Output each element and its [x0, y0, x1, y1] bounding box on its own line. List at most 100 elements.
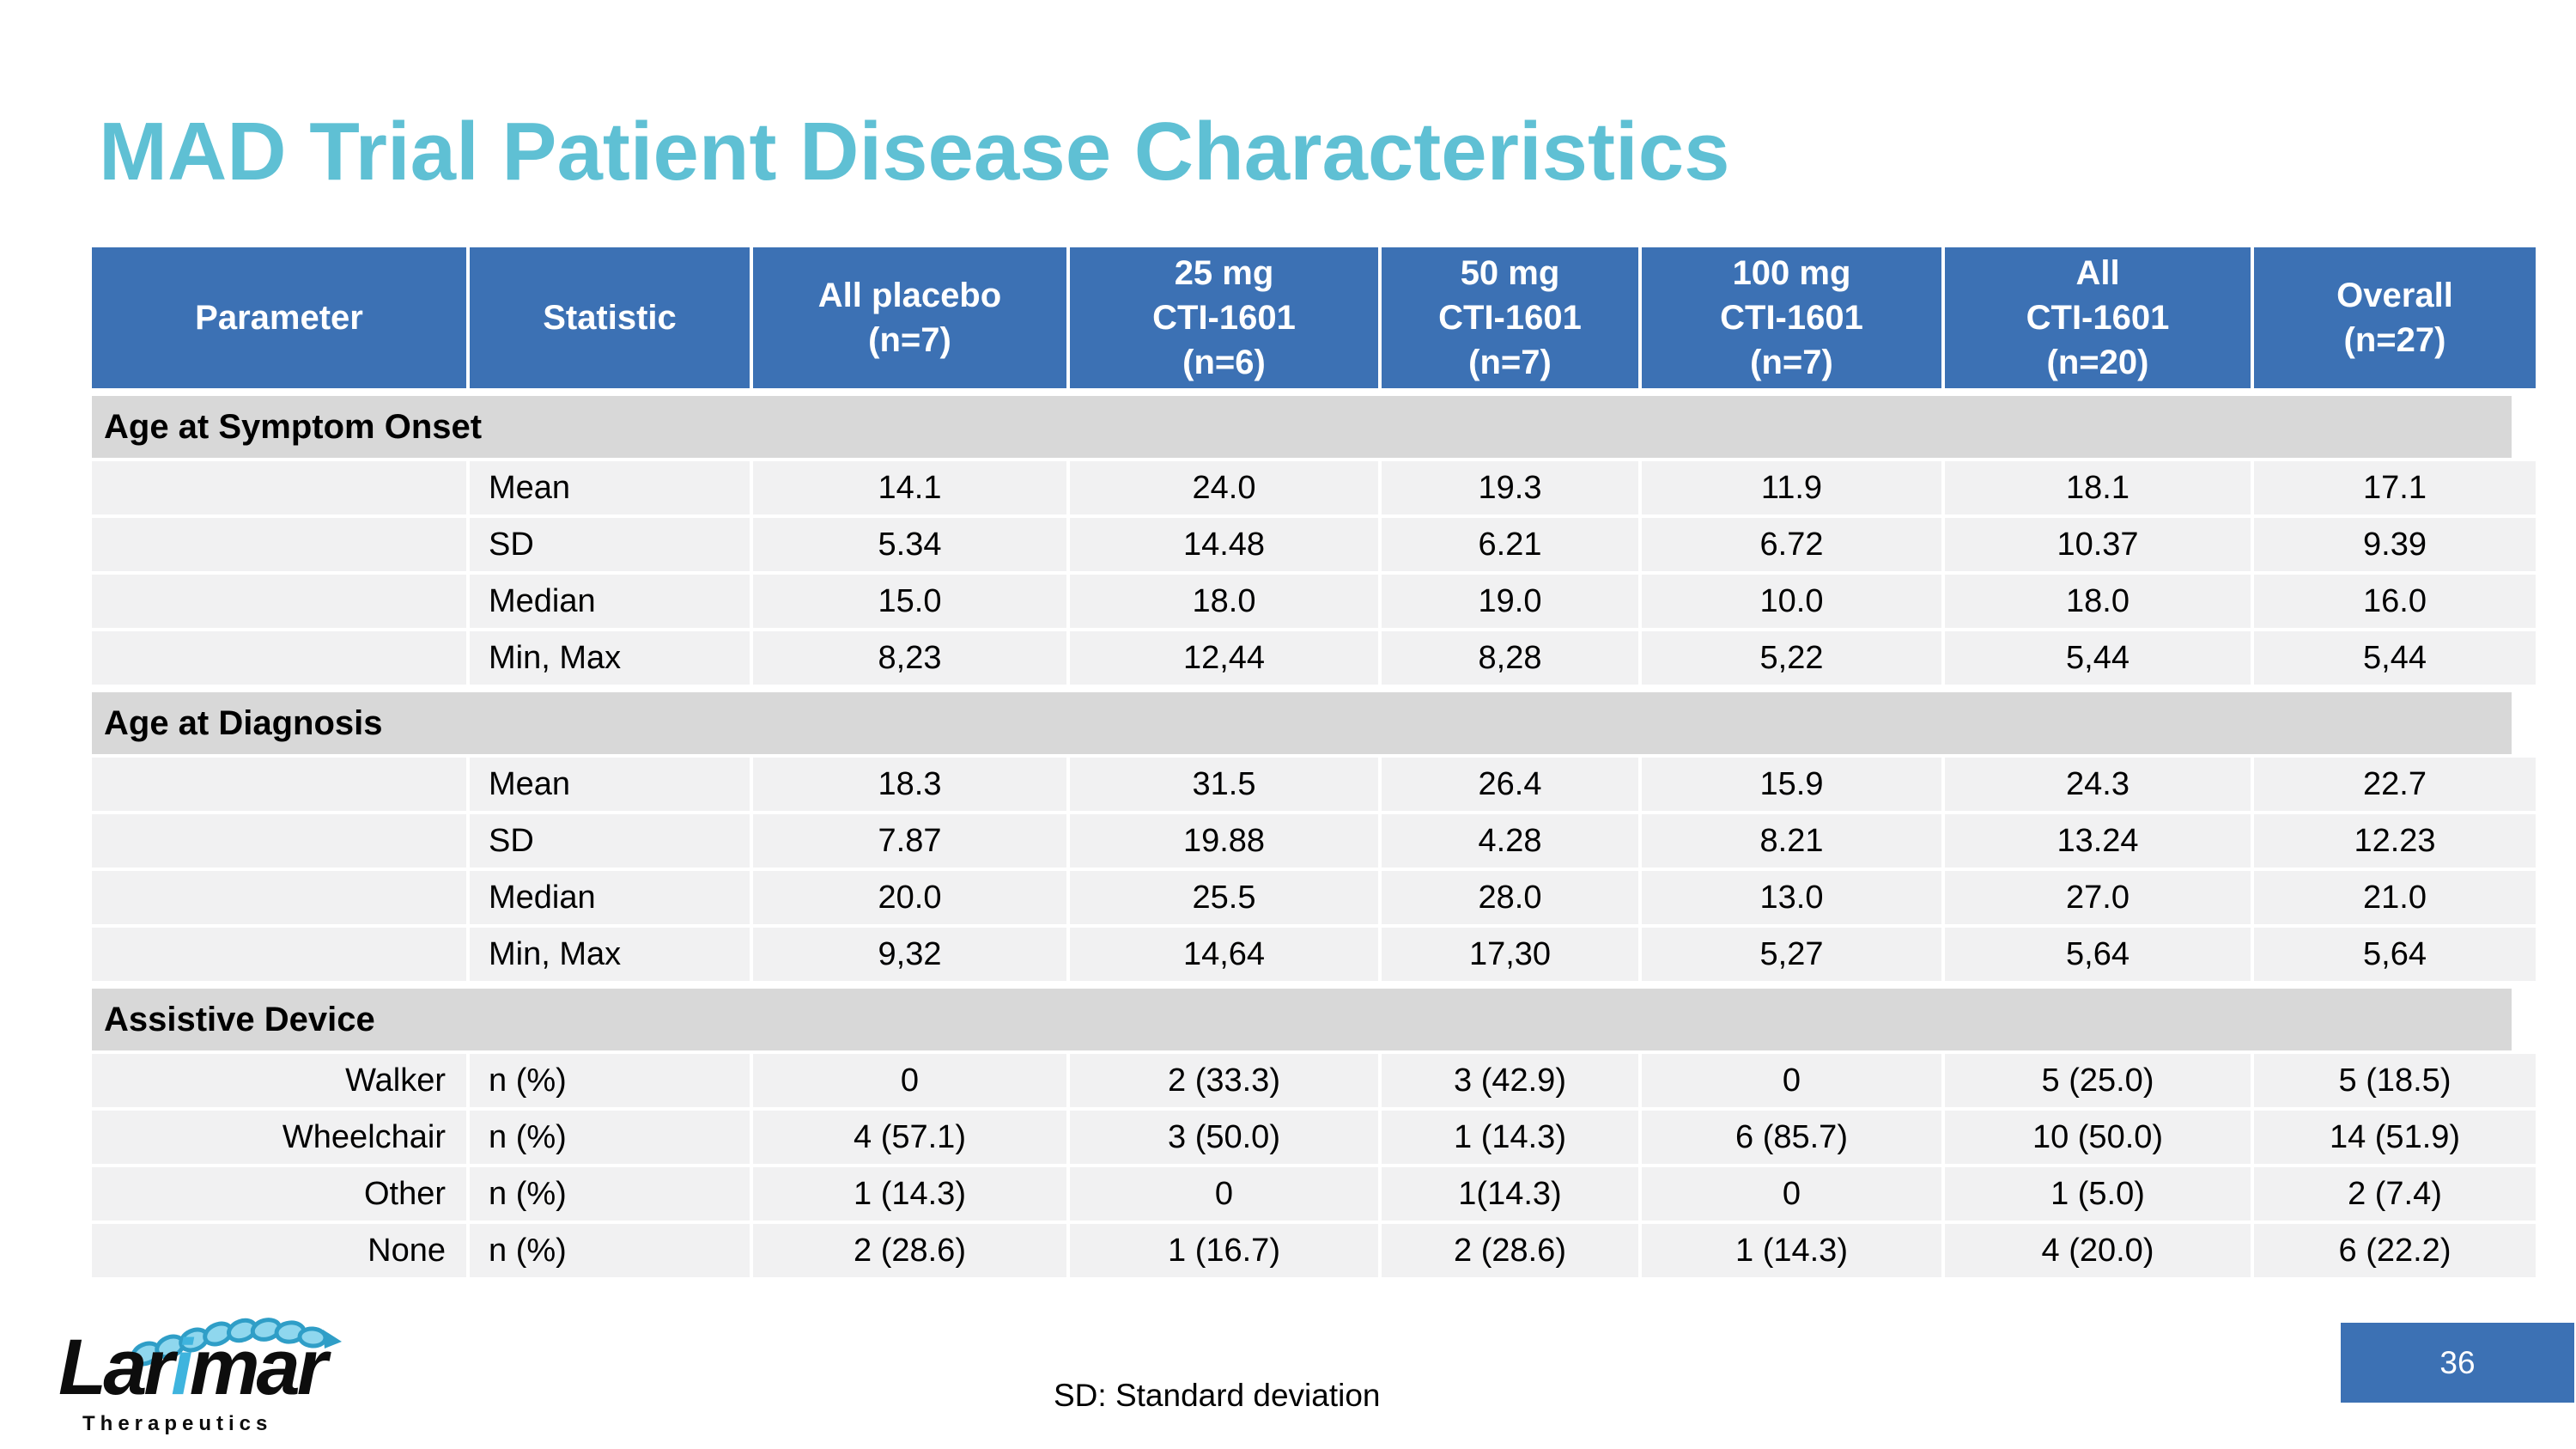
parameter-cell: [92, 814, 466, 868]
value-cell: 3 (50.0): [1070, 1111, 1378, 1164]
logo-text-lar: Lar: [58, 1324, 174, 1411]
statistic-cell: SD: [470, 814, 750, 868]
value-cell: 8,28: [1382, 631, 1638, 685]
value-cell: 4 (20.0): [1945, 1224, 2251, 1277]
value-cell: 8.21: [1642, 814, 1941, 868]
value-cell: 19.0: [1382, 575, 1638, 628]
section-rows: Mean 18.3 31.5 26.4 15.9 24.3 22.7 SD 7.87 19.88 4…: [92, 758, 2536, 981]
value-cell: 0: [1642, 1054, 1941, 1107]
parameter-cell: [92, 928, 466, 981]
section-header: Age at Diagnosis: [92, 692, 2512, 754]
value-cell: 9,32: [753, 928, 1066, 981]
column-header: Overall (n=27): [2254, 247, 2536, 388]
statistic-cell: Mean: [470, 758, 750, 811]
value-cell: 25.5: [1070, 871, 1378, 924]
value-cell: 16.0: [2254, 575, 2536, 628]
value-cell: 6.72: [1642, 518, 1941, 571]
statistic-cell: n (%): [470, 1054, 750, 1107]
statistic-cell: Median: [470, 871, 750, 924]
value-cell: 5,64: [2254, 928, 2536, 981]
value-cell: 2 (28.6): [753, 1224, 1066, 1277]
value-cell: 2 (33.3): [1070, 1054, 1378, 1107]
column-header: Statistic: [470, 247, 750, 388]
page-number: 36: [2439, 1344, 2476, 1380]
characteristics-table: Parameter Statistic All placebo (n=7) 25 mg…: [92, 247, 2536, 1277]
value-cell: 0: [1642, 1167, 1941, 1221]
page-number-badge: 36: [2341, 1323, 2574, 1403]
value-cell: 1 (5.0): [1945, 1167, 2251, 1221]
value-cell: 12.23: [2254, 814, 2536, 868]
value-cell: 6 (22.2): [2254, 1224, 2536, 1277]
parameter-cell: [92, 518, 466, 571]
parameter-cell: [92, 575, 466, 628]
value-cell: 6.21: [1382, 518, 1638, 571]
value-cell: 1 (14.3): [753, 1167, 1066, 1221]
parameter-cell: Other: [92, 1167, 466, 1221]
parameter-cell: [92, 631, 466, 685]
statistic-cell: n (%): [470, 1224, 750, 1277]
value-cell: 22.7: [2254, 758, 2536, 811]
value-cell: 1 (16.7): [1070, 1224, 1378, 1277]
value-cell: 0: [753, 1054, 1066, 1107]
section-rows: Walker n (%) 0 2 (33.3) 3 (42.9) 0 5 (25.0) 5 (…: [92, 1054, 2536, 1277]
value-cell: 5,44: [1945, 631, 2251, 685]
value-cell: 28.0: [1382, 871, 1638, 924]
value-cell: 1 (14.3): [1382, 1111, 1638, 1164]
larimar-logo: Larimar Therapeutics: [52, 1307, 412, 1445]
value-cell: 6 (85.7): [1642, 1111, 1941, 1164]
value-cell: 7.87: [753, 814, 1066, 868]
value-cell: 31.5: [1070, 758, 1378, 811]
value-cell: 1(14.3): [1382, 1167, 1638, 1221]
value-cell: 18.0: [1070, 575, 1378, 628]
value-cell: 13.24: [1945, 814, 2251, 868]
statistic-cell: Mean: [470, 461, 750, 514]
value-cell: 26.4: [1382, 758, 1638, 811]
logo-text-i: i: [171, 1324, 192, 1411]
column-header: All placebo (n=7): [753, 247, 1066, 388]
value-cell: 18.0: [1945, 575, 2251, 628]
logo-wordmark: Larimar: [58, 1323, 328, 1413]
statistic-cell: SD: [470, 518, 750, 571]
value-cell: 4 (57.1): [753, 1111, 1066, 1164]
column-header: 25 mg CTI-1601 (n=6): [1070, 247, 1378, 388]
section-header: Age at Symptom Onset: [92, 396, 2512, 458]
value-cell: 15.0: [753, 575, 1066, 628]
value-cell: 3 (42.9): [1382, 1054, 1638, 1107]
value-cell: 19.3: [1382, 461, 1638, 514]
value-cell: 17,30: [1382, 928, 1638, 981]
value-cell: 14.48: [1070, 518, 1378, 571]
table-header-row: Parameter Statistic All placebo (n=7) 25 mg…: [92, 247, 2536, 388]
parameter-cell: Wheelchair: [92, 1111, 466, 1164]
value-cell: 0: [1070, 1167, 1378, 1221]
value-cell: 2 (28.6): [1382, 1224, 1638, 1277]
slide-title: MAD Trial Patient Disease Characteristic…: [99, 106, 1730, 198]
parameter-cell: [92, 461, 466, 514]
value-cell: 1 (14.3): [1642, 1224, 1941, 1277]
value-cell: 24.3: [1945, 758, 2251, 811]
value-cell: 12,44: [1070, 631, 1378, 685]
value-cell: 5,27: [1642, 928, 1941, 981]
column-header: All CTI-1601 (n=20): [1945, 247, 2251, 388]
statistic-cell: Median: [470, 575, 750, 628]
value-cell: 5 (18.5): [2254, 1054, 2536, 1107]
parameter-cell: [92, 871, 466, 924]
value-cell: 17.1: [2254, 461, 2536, 514]
value-cell: 2 (7.4): [2254, 1167, 2536, 1221]
value-cell: 14.1: [753, 461, 1066, 514]
statistic-cell: n (%): [470, 1167, 750, 1221]
value-cell: 10.0: [1642, 575, 1941, 628]
value-cell: 11.9: [1642, 461, 1941, 514]
value-cell: 5.34: [753, 518, 1066, 571]
parameter-cell: None: [92, 1224, 466, 1277]
parameter-cell: [92, 758, 466, 811]
statistic-cell: n (%): [470, 1111, 750, 1164]
value-cell: 14 (51.9): [2254, 1111, 2536, 1164]
statistic-cell: Min, Max: [470, 631, 750, 685]
footnote: SD: Standard deviation: [1054, 1378, 1381, 1413]
value-cell: 14,64: [1070, 928, 1378, 981]
column-header: 50 mg CTI-1601 (n=7): [1382, 247, 1638, 388]
logo-subtitle: Therapeutics: [82, 1412, 273, 1435]
value-cell: 10.37: [1945, 518, 2251, 571]
column-header: 100 mg CTI-1601 (n=7): [1642, 247, 1941, 388]
